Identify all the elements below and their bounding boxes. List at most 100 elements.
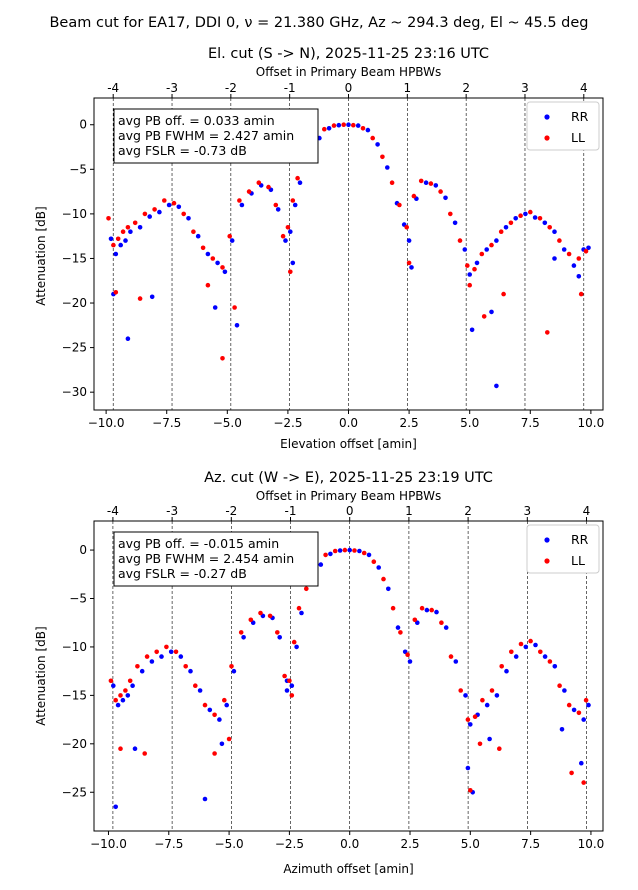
y-tick-label: −15	[62, 251, 87, 265]
stats-annotation-line: avg PB off. = 0.033 amin	[118, 113, 275, 128]
data-point	[232, 305, 237, 310]
data-point	[115, 236, 121, 242]
top-tick-label: 3	[523, 504, 531, 518]
top-tick-label: 2	[462, 81, 470, 95]
legend-marker	[544, 537, 550, 543]
data-point	[149, 294, 155, 300]
data-point	[127, 678, 133, 684]
axes-frame	[93, 520, 604, 832]
data-point	[144, 654, 150, 659]
data-point	[586, 702, 591, 708]
data-point	[538, 649, 543, 655]
data-point	[285, 225, 291, 230]
data-point	[518, 641, 524, 647]
legend-marker	[544, 114, 550, 120]
top-tick-label: 4	[583, 504, 591, 518]
x-tick-label: −5.0	[215, 837, 244, 851]
data-point	[561, 247, 567, 252]
top-axis-label: Offset in Primary Beam HPBWs	[256, 489, 441, 503]
x-tick-label: 0.0	[339, 416, 358, 430]
data-point	[467, 282, 473, 288]
data-point	[361, 550, 367, 556]
data-point	[552, 256, 557, 261]
legend-label: RR	[571, 109, 589, 124]
data-point	[397, 202, 402, 208]
legend-marker	[544, 135, 550, 141]
data-point	[197, 688, 203, 693]
data-point	[292, 202, 298, 208]
data-point	[443, 195, 448, 201]
x-tick-label: 2.5	[400, 837, 419, 851]
data-point	[238, 630, 244, 635]
data-point	[132, 220, 138, 226]
x-tick-label: −2.5	[273, 416, 302, 430]
data-point	[576, 710, 582, 716]
data-point	[173, 649, 179, 655]
data-point	[494, 238, 499, 243]
y-tick-label: −20	[62, 737, 87, 751]
data-point	[328, 551, 333, 557]
data-point	[342, 547, 348, 553]
data-point	[583, 697, 589, 703]
data-point	[513, 216, 518, 221]
data-point	[428, 181, 434, 186]
data-point	[295, 175, 300, 181]
data-point	[149, 659, 155, 664]
data-point	[289, 683, 295, 688]
chart-azimuth-cut: Az. cut (W -> E), 2025-11-25 23:19 UTC O…	[34, 470, 604, 876]
top-tick-label: -1	[284, 81, 296, 95]
data-point	[458, 688, 464, 693]
top-axis-label: Offset in Primary Beam HPBWs	[256, 65, 441, 79]
data-point	[273, 202, 279, 208]
data-point	[407, 659, 413, 664]
data-point	[357, 548, 362, 554]
data-point	[130, 683, 135, 688]
data-point	[494, 383, 499, 389]
data-point	[386, 586, 391, 592]
data-point	[294, 644, 299, 650]
data-point	[576, 274, 582, 279]
data-point	[566, 702, 572, 708]
data-point	[111, 683, 116, 688]
data-point	[220, 356, 225, 361]
y-tick-label: −10	[62, 640, 87, 654]
data-point	[275, 630, 280, 635]
data-point	[229, 664, 234, 669]
x-tick-label: 10.0	[578, 416, 605, 430]
data-point	[474, 260, 480, 266]
data-point	[176, 204, 182, 210]
data-point	[205, 282, 211, 288]
legend-label: LL	[571, 130, 585, 145]
data-point	[212, 305, 218, 310]
data-point	[528, 638, 533, 644]
data-point	[477, 741, 483, 747]
data-point	[557, 683, 562, 688]
data-point	[508, 220, 514, 226]
data-point	[571, 263, 577, 268]
data-point	[406, 238, 412, 243]
data-point	[523, 644, 529, 650]
top-tick-label: -2	[225, 81, 237, 95]
data-point	[489, 309, 494, 315]
data-point	[152, 207, 157, 212]
data-point	[419, 605, 425, 611]
x-tick-label: −2.5	[275, 837, 304, 851]
data-point	[118, 746, 123, 751]
data-point	[385, 165, 390, 170]
series-rr	[111, 547, 591, 810]
data-point	[405, 652, 410, 657]
data-point	[418, 178, 424, 184]
data-point	[513, 654, 519, 659]
data-point	[497, 746, 502, 751]
data-point	[365, 127, 371, 133]
data-point	[389, 180, 395, 185]
data-point	[224, 702, 229, 708]
data-point	[123, 688, 128, 693]
data-point	[128, 229, 133, 234]
y-axis-label: Attenuation [dB]	[34, 626, 48, 725]
top-tick-label: -4	[107, 81, 119, 95]
top-tick-label: 2	[464, 504, 472, 518]
data-point	[120, 229, 126, 234]
data-point	[280, 233, 286, 239]
top-tick-label: 1	[404, 81, 412, 95]
